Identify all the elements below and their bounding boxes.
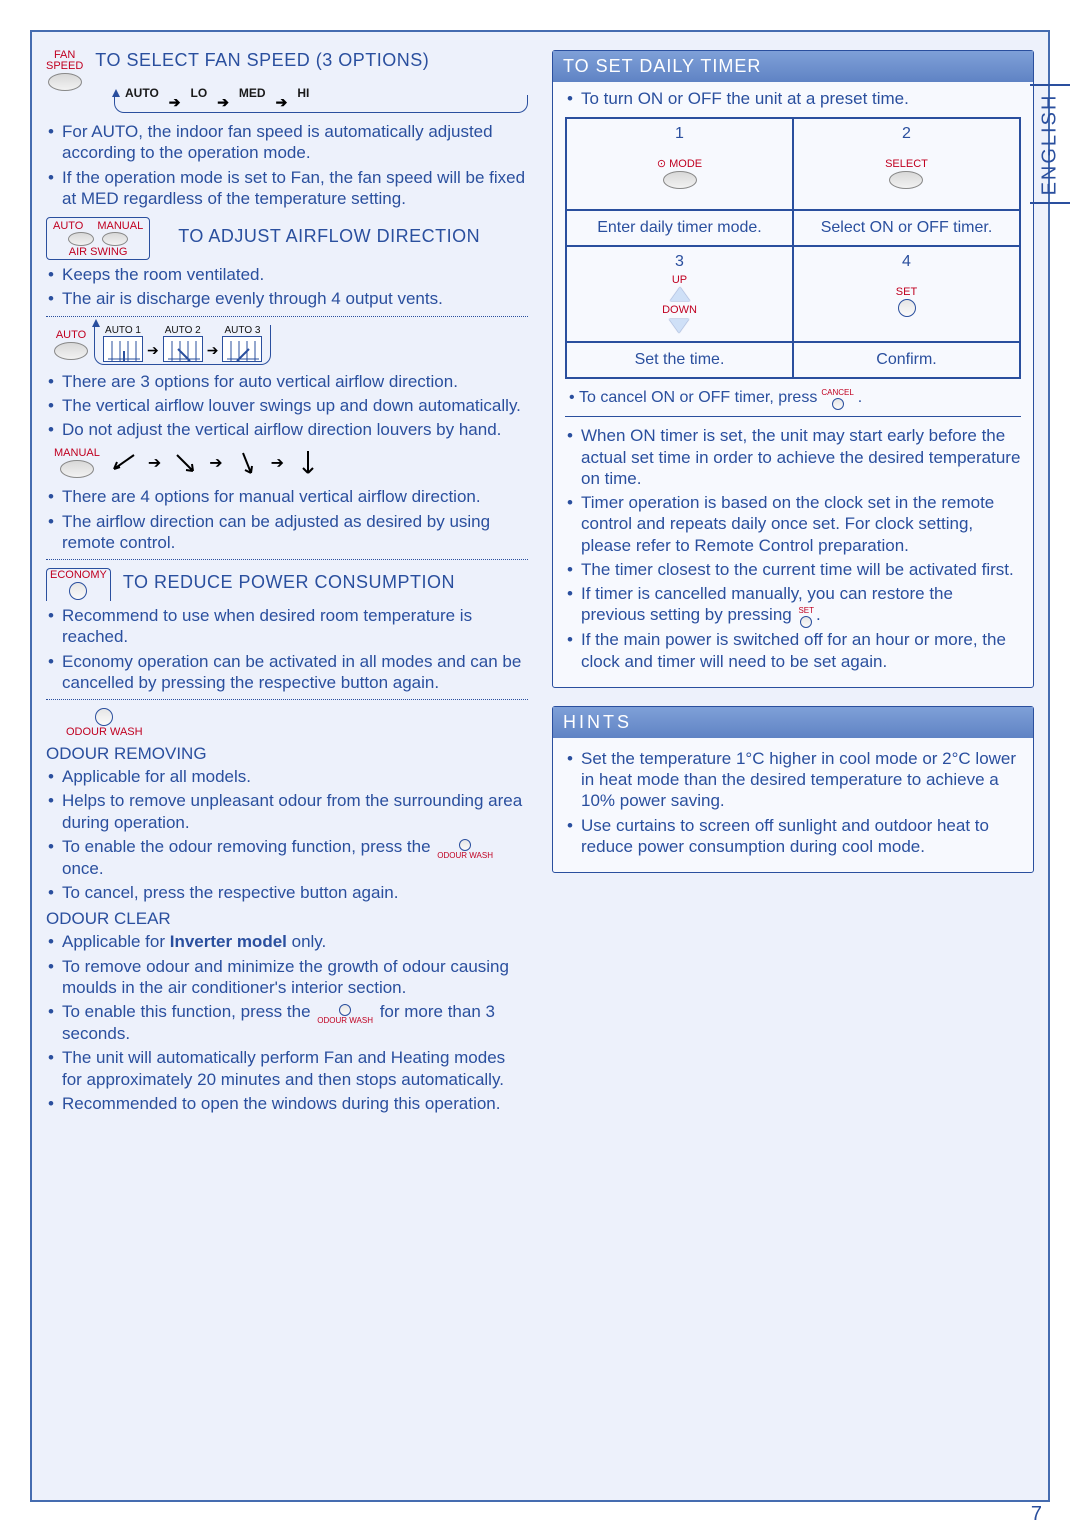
odourwash-button-icon: ODOUR WASH <box>66 708 143 738</box>
timer-step-3-caption: Set the time. <box>566 342 793 378</box>
separator <box>46 699 528 700</box>
timer-step-4: 4 SET <box>793 246 1020 342</box>
timer-step-3: 3 UP DOWN <box>566 246 793 342</box>
airflow-arrow-icon <box>294 449 322 477</box>
left-column: FANSPEED TO SELECT FAN SPEED (3 OPTIONS)… <box>32 32 540 1500</box>
economy-header: ECONOMY TO REDUCE POWER CONSUMPTION <box>46 568 528 601</box>
timer-intro: To turn ON or OFF the unit at a preset t… <box>565 88 1021 109</box>
airflow-bullets: Keeps the room ventilated. The air is di… <box>46 264 528 310</box>
odour-removing-title: ODOUR REMOVING <box>46 744 528 764</box>
manual-airflow-sequence: MANUAL ➔ ➔ ➔ <box>54 448 528 478</box>
fan-speed-button-icon: FANSPEED <box>46 50 83 91</box>
airflow-arrow-icon <box>171 449 199 477</box>
up-button-icon: UP <box>670 275 690 303</box>
separator <box>46 316 528 317</box>
down-button-icon: DOWN <box>662 305 697 333</box>
odourwash-button-block: ODOUR WASH <box>66 708 528 738</box>
timer-step-1: 1 ⊙ MODE <box>566 118 793 210</box>
hints-panel: HINTS Set the temperature 1°C higher in … <box>552 706 1034 873</box>
odour-clear-bullets: Applicable for Inverter model only. To r… <box>46 931 528 1114</box>
airflow-arrow-icon <box>233 449 261 477</box>
cancel-button-icon: CANCEL <box>821 389 853 410</box>
set-button-icon: SET <box>896 287 917 317</box>
mode-button-icon: ⊙ MODE <box>657 159 702 189</box>
auto-button-icon: AUTO <box>54 330 88 360</box>
airflow-header: AUTO MANUAL AIR SWING TO ADJUST AIRFLOW … <box>46 217 528 260</box>
fan-speed-bullets: For AUTO, the indoor fan speed is automa… <box>46 121 528 209</box>
airflow-title: TO ADJUST AIRFLOW DIRECTION <box>178 226 480 248</box>
economy-button-icon: ECONOMY <box>46 568 111 601</box>
hints-title: HINTS <box>553 707 1033 738</box>
vent-icon <box>222 336 262 362</box>
auto-airflow-sequence: AUTO AUTO 1 ➔ AUTO 2 ➔ AUTO 3 <box>54 325 528 365</box>
odour-removing-bullets: Applicable for all models. Helps to remo… <box>46 766 528 903</box>
timer-steps-grid: 1 ⊙ MODE 2 SELECT Enter daily timer mode… <box>565 117 1021 379</box>
fan-speed-title: TO SELECT FAN SPEED (3 OPTIONS) <box>95 50 429 71</box>
vent-icon <box>163 336 203 362</box>
timer-panel: TO SET DAILY TIMER To turn ON or OFF the… <box>552 50 1034 688</box>
language-tab: ENGLISH <box>1030 84 1070 204</box>
hints-bullets: Set the temperature 1°C higher in cool m… <box>565 748 1021 857</box>
separator <box>565 416 1021 417</box>
odourwash-inline-icon: ODOUR WASH <box>437 839 493 860</box>
airflow-arrow-icon <box>110 449 138 477</box>
set-inline-icon: SET <box>798 607 814 628</box>
economy-title: TO REDUCE POWER CONSUMPTION <box>123 572 455 593</box>
timer-title: TO SET DAILY TIMER <box>553 51 1033 82</box>
right-column: ENGLISH TO SET DAILY TIMER To turn ON or… <box>540 32 1048 1500</box>
timer-step-2: 2 SELECT <box>793 118 1020 210</box>
fan-speed-sequence: AUTO➔ LO➔ MED➔ HI <box>114 95 528 113</box>
manual-button-icon: MANUAL <box>54 448 100 478</box>
timer-step-1-caption: Enter daily timer mode. <box>566 210 793 246</box>
odourwash-inline-icon: ODOUR WASH <box>317 1004 373 1025</box>
auto-airflow-bullets: There are 3 options for auto vertical ai… <box>46 371 528 441</box>
economy-bullets: Recommend to use when desired room tempe… <box>46 605 528 693</box>
timer-notes: When ON timer is set, the unit may start… <box>565 425 1021 672</box>
timer-step-4-caption: Confirm. <box>793 342 1020 378</box>
air-swing-button-icon: AUTO MANUAL AIR SWING <box>46 217 150 260</box>
fan-speed-header: FANSPEED TO SELECT FAN SPEED (3 OPTIONS) <box>46 50 528 91</box>
separator <box>46 559 528 560</box>
manual-airflow-bullets: There are 4 options for manual vertical … <box>46 486 528 553</box>
vent-icon <box>103 336 143 362</box>
select-button-icon: SELECT <box>885 159 928 189</box>
timer-cancel-line: • To cancel ON or OFF timer, press CANCE… <box>565 379 1021 408</box>
timer-step-2-caption: Select ON or OFF timer. <box>793 210 1020 246</box>
odour-clear-title: ODOUR CLEAR <box>46 909 528 929</box>
manual-page: FANSPEED TO SELECT FAN SPEED (3 OPTIONS)… <box>30 30 1050 1502</box>
page-number: 7 <box>1031 1503 1042 1526</box>
